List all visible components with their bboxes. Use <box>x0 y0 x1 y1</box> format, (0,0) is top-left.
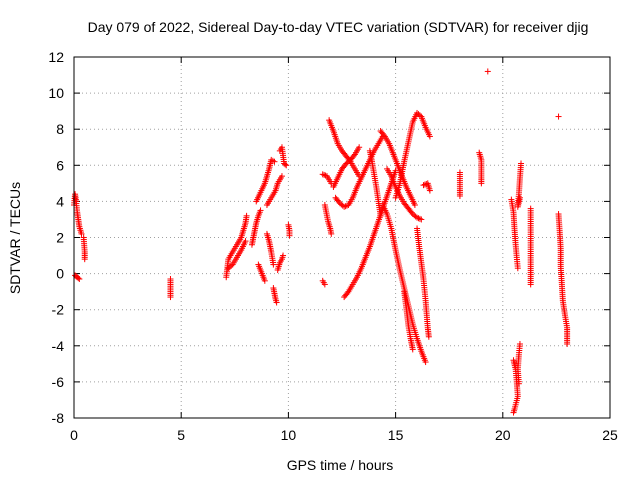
data-point <box>555 113 562 120</box>
y-tick-label: 10 <box>48 85 64 101</box>
data-point <box>456 192 463 199</box>
data-point <box>257 207 264 214</box>
data-point <box>510 409 517 416</box>
data-point <box>527 281 534 288</box>
data-point <box>416 112 423 119</box>
data-point <box>319 171 326 178</box>
x-tick-label: 0 <box>70 427 78 443</box>
data-point <box>270 261 277 268</box>
y-tick-label: -6 <box>52 374 65 390</box>
data-point <box>280 252 287 259</box>
data-point <box>422 359 429 366</box>
data-point <box>415 215 422 222</box>
data-point <box>78 230 85 237</box>
data-point <box>350 152 357 159</box>
data-point <box>81 256 88 263</box>
data-point <box>228 262 235 269</box>
data-point <box>484 68 491 75</box>
data-point <box>418 216 425 223</box>
data-points <box>71 68 571 416</box>
y-axis-label: SDTVAR / TECUs <box>7 182 23 294</box>
data-point <box>515 380 522 387</box>
data-point <box>356 144 363 151</box>
data-point <box>426 133 433 140</box>
data-point <box>344 290 351 297</box>
data-point <box>414 214 421 221</box>
x-tick-label: 15 <box>388 427 404 443</box>
data-point <box>321 171 328 178</box>
data-point <box>75 275 82 282</box>
data-point <box>76 276 83 283</box>
data-point <box>425 333 432 340</box>
data-point <box>283 162 290 169</box>
y-axis-tick-labels: -8 -6 -4 -2 0 2 4 6 8 10 12 <box>48 49 64 426</box>
data-point <box>328 230 335 237</box>
data-point <box>286 232 293 239</box>
x-axis-tick-labels: 0 5 10 15 20 25 <box>70 427 618 443</box>
data-point <box>478 180 485 187</box>
data-point <box>167 294 174 301</box>
data-point <box>342 161 349 168</box>
grid-lines <box>74 57 610 418</box>
data-point <box>243 212 250 219</box>
x-tick-label: 20 <box>495 427 511 443</box>
data-point <box>342 203 349 210</box>
y-tick-label: -2 <box>52 302 65 318</box>
data-point <box>341 203 348 210</box>
data-point <box>426 187 433 194</box>
x-tick-label: 10 <box>281 427 297 443</box>
y-tick-label: 4 <box>56 193 64 209</box>
data-point <box>273 299 280 306</box>
data-point <box>377 212 384 219</box>
data-point <box>335 198 342 205</box>
chart-title: Day 079 of 2022, Sidereal Day-to-day VTE… <box>88 19 589 35</box>
data-point <box>411 202 418 209</box>
data-point <box>409 346 416 353</box>
y-tick-label: 12 <box>48 49 64 65</box>
data-point <box>278 173 285 180</box>
x-axis-label: GPS time / hours <box>287 457 394 473</box>
data-point <box>421 181 428 188</box>
y-tick-label: 8 <box>56 121 64 137</box>
data-point <box>261 277 268 284</box>
data-point <box>416 215 423 222</box>
data-point <box>380 132 387 139</box>
y-tick-label: -4 <box>52 338 65 354</box>
data-point <box>346 158 353 165</box>
plot-frame <box>73 56 611 419</box>
data-point <box>564 340 571 347</box>
data-point <box>514 265 521 272</box>
data-point <box>408 209 415 216</box>
data-point <box>271 158 278 165</box>
y-tick-label: -8 <box>52 410 65 426</box>
data-point <box>516 194 523 201</box>
x-tick-label: 25 <box>602 427 618 443</box>
data-point <box>321 281 328 288</box>
y-tick-label: 6 <box>56 157 64 173</box>
data-point <box>282 161 289 168</box>
data-point <box>242 238 249 245</box>
y-tick-label: 2 <box>56 230 64 246</box>
x-tick-label: 5 <box>177 427 185 443</box>
y-tick-label: 0 <box>56 266 64 282</box>
